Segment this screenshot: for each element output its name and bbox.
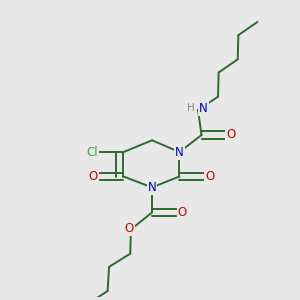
Text: H: H <box>187 103 194 113</box>
Text: O: O <box>205 170 214 183</box>
Text: N: N <box>175 146 184 159</box>
Text: O: O <box>125 222 134 236</box>
Text: O: O <box>88 170 98 183</box>
Text: O: O <box>178 206 187 219</box>
Text: O: O <box>226 128 236 142</box>
Text: Cl: Cl <box>86 146 98 159</box>
Text: N: N <box>199 102 208 115</box>
Text: N: N <box>148 181 156 194</box>
